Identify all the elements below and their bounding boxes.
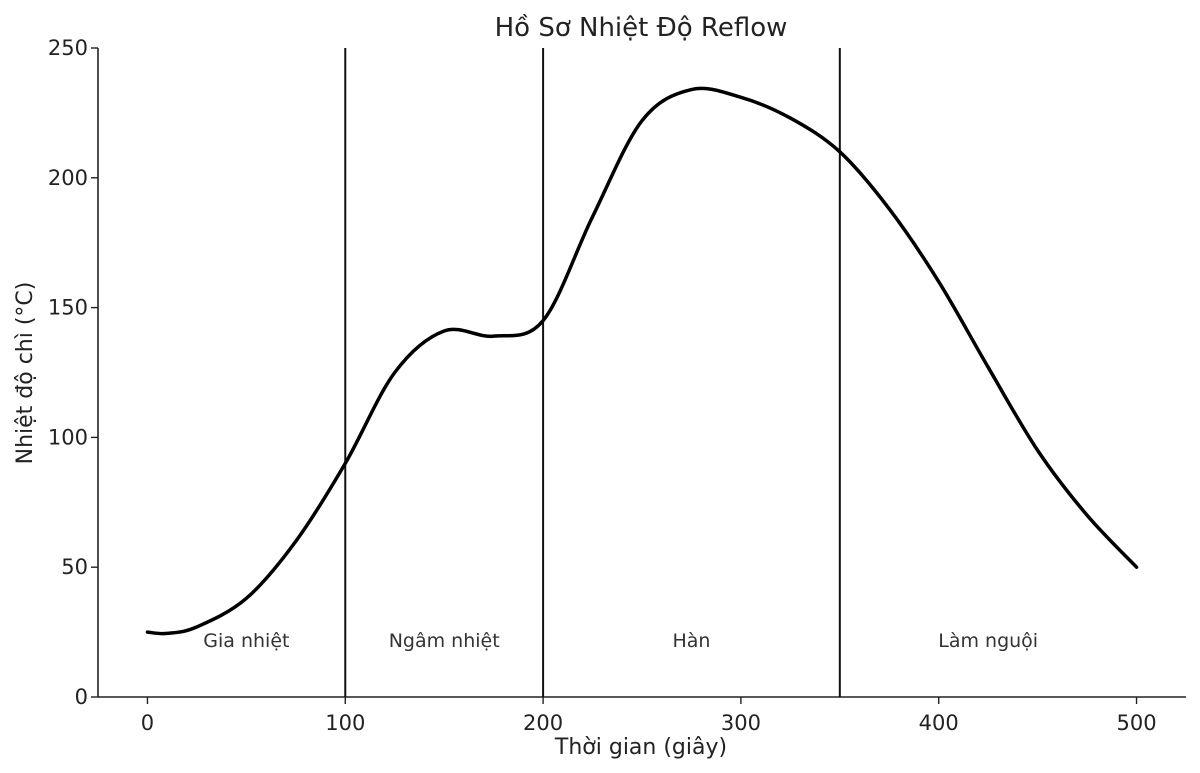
- series-group: [145, 86, 1139, 636]
- x-axis-label: Thời gian (giây): [554, 735, 727, 760]
- y-tick-label: 150: [48, 296, 88, 320]
- y-tick-label: 100: [48, 425, 88, 449]
- y-tick-label: 250: [48, 36, 88, 60]
- y-tick-label: 50: [61, 555, 88, 579]
- zone-boundaries: [344, 48, 841, 697]
- x-tick-label: 100: [325, 711, 365, 735]
- chart-title: Hồ Sơ Nhiệt Độ Reflow: [495, 13, 788, 43]
- zone-label: Hàn: [672, 630, 710, 652]
- zone-label: Gia nhiệt: [203, 630, 289, 652]
- zone-label: Ngâm nhiệt: [389, 630, 500, 652]
- y-axis-label: Nhiệt độ chì (°C): [13, 282, 38, 465]
- x-tick-label: 0: [141, 711, 154, 735]
- y-tick-label: 0: [75, 685, 88, 709]
- axes: 0 100 200 300 400 500 0 50 100 150 200 250: [48, 36, 1186, 735]
- y-tick-label: 200: [48, 166, 88, 190]
- x-tick-label: 500: [1116, 711, 1156, 735]
- x-tick-label: 300: [721, 711, 761, 735]
- zone-label: Làm nguội: [938, 630, 1038, 652]
- x-tick-label: 200: [523, 711, 563, 735]
- zone-labels: Gia nhiệt Ngâm nhiệt Hàn Làm nguội: [203, 630, 1038, 652]
- x-tick-label: 400: [919, 711, 959, 735]
- temperature-profile-line: [145, 86, 1139, 636]
